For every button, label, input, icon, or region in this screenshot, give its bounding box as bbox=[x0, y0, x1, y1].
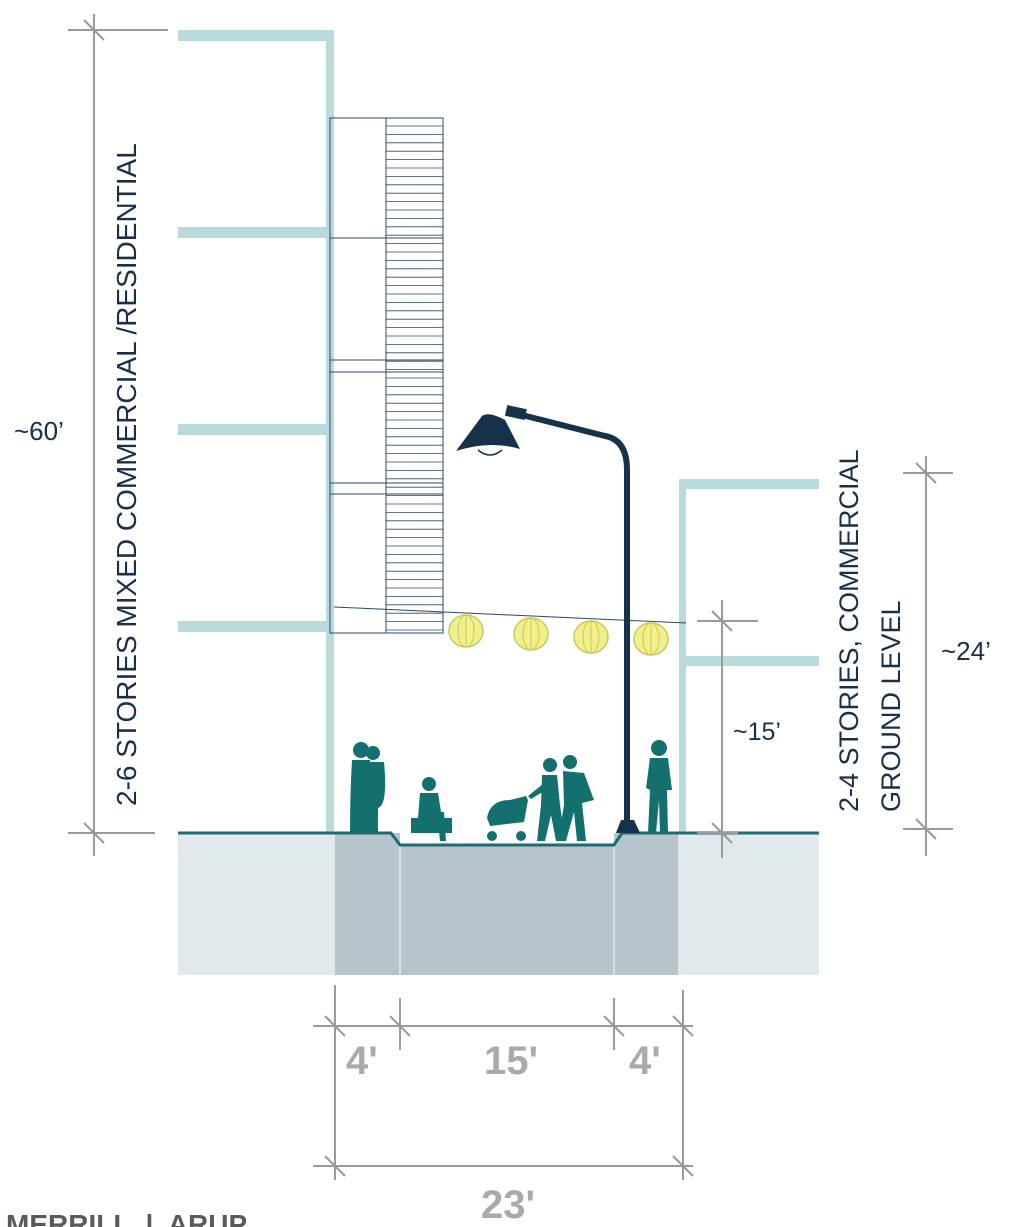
roadway bbox=[400, 845, 614, 975]
stroller-group bbox=[487, 758, 565, 841]
right-floor-slab bbox=[679, 656, 819, 666]
sidewalk-left-width-label: 4' bbox=[346, 1039, 378, 1083]
left-floor-slab bbox=[178, 621, 334, 632]
street-lamp bbox=[456, 405, 640, 833]
walking-person bbox=[558, 755, 594, 841]
footer-credit: MERRILL | ARUP bbox=[6, 1209, 247, 1227]
street-ground bbox=[178, 831, 819, 975]
pedestrian-couple bbox=[350, 742, 386, 833]
lantern bbox=[513, 617, 549, 651]
lantern bbox=[448, 614, 484, 648]
sidewalk-right bbox=[614, 833, 678, 975]
right-height-label: ~24’ bbox=[941, 636, 991, 666]
stroller bbox=[487, 796, 528, 826]
right-floor-slab bbox=[679, 479, 819, 489]
ground-floor-height-label: ~15’ bbox=[733, 718, 781, 746]
left-floor-slab bbox=[178, 227, 334, 238]
dimension-left-height bbox=[68, 14, 168, 856]
roadway-width-label: 15' bbox=[484, 1039, 538, 1083]
left-floor-slab bbox=[178, 30, 334, 41]
left-floor-slab bbox=[178, 424, 334, 435]
lantern bbox=[573, 620, 609, 654]
left-building bbox=[178, 30, 444, 833]
light-string-wire bbox=[333, 606, 687, 624]
right-building-label-line2: GROUND LEVEL bbox=[876, 600, 906, 812]
pedestrians bbox=[350, 740, 672, 841]
seated-person bbox=[411, 777, 452, 841]
lantern bbox=[633, 622, 669, 656]
right-building-label-line1: 2-4 STORIES, COMMERCIAL bbox=[834, 449, 864, 812]
dimension-widths bbox=[313, 985, 694, 1180]
dimension-lines bbox=[68, 14, 953, 1180]
sidewalk-right-width-label: 4' bbox=[629, 1039, 661, 1083]
sidewalk-left bbox=[335, 833, 400, 975]
ground-fill-left bbox=[178, 833, 335, 975]
left-height-label: ~60’ bbox=[14, 416, 64, 446]
dimension-ground-floor bbox=[697, 600, 758, 858]
balcony-frame bbox=[329, 117, 444, 634]
dimension-right-height bbox=[903, 456, 953, 856]
ground-fill-right bbox=[678, 833, 819, 975]
right-building bbox=[679, 479, 819, 833]
total-width-label: 23' bbox=[481, 1183, 535, 1227]
standing-person bbox=[646, 740, 672, 833]
left-building-label: 2-6 STORIES MIXED COMMERCIAL /RESIDENTIA… bbox=[111, 143, 142, 806]
string-lights bbox=[333, 606, 687, 656]
